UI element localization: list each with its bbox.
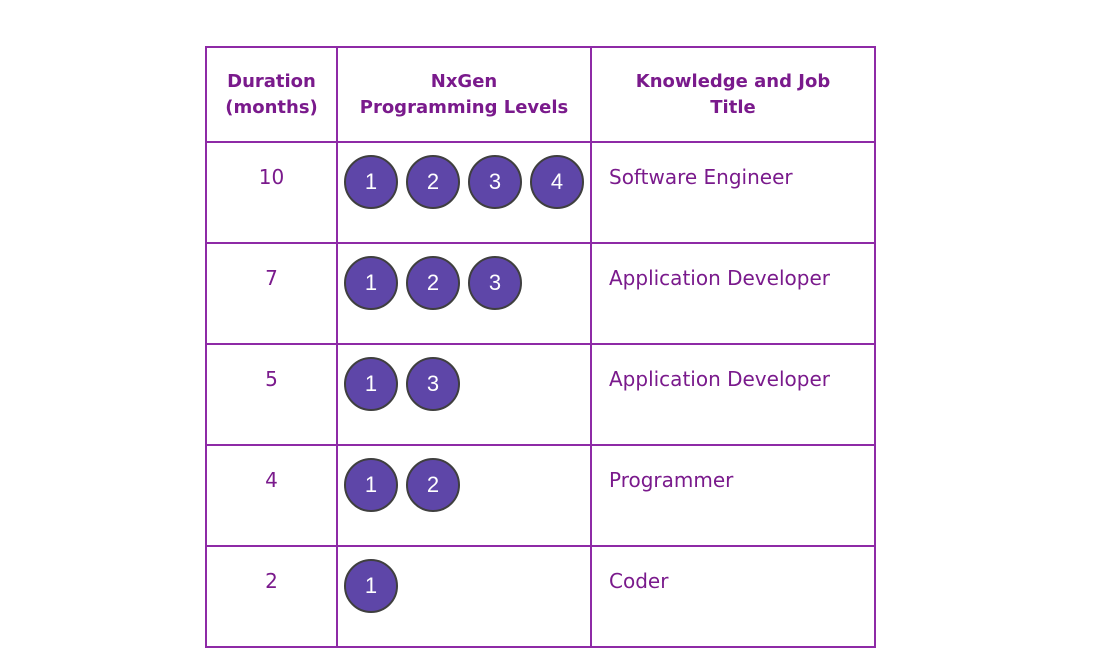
level-circle: 3 <box>468 155 522 209</box>
header-duration-line1: Duration <box>227 70 316 92</box>
job-title-cell: Coder <box>590 545 876 648</box>
levels-cell: 1 <box>336 545 592 648</box>
duration-cell: 10 <box>205 141 338 244</box>
level-circle: 2 <box>406 458 460 512</box>
table-header-row: Duration (months) NxGen Programming Leve… <box>205 46 876 143</box>
header-title: Knowledge and Job Title <box>590 46 876 143</box>
table-row: 2 1 Coder <box>205 545 876 648</box>
level-circle: 3 <box>468 256 522 310</box>
job-title-cell: Programmer <box>590 444 876 547</box>
header-title-line2: Title <box>710 96 756 118</box>
header-duration-line2: (months) <box>225 96 318 118</box>
level-circle: 1 <box>344 559 398 613</box>
duration-cell: 4 <box>205 444 338 547</box>
level-circle: 1 <box>344 256 398 310</box>
duration-cell: 5 <box>205 343 338 446</box>
level-circle: 2 <box>406 256 460 310</box>
level-circle: 1 <box>344 458 398 512</box>
header-duration: Duration (months) <box>205 46 338 143</box>
header-title-line1: Knowledge and Job <box>635 70 831 92</box>
level-circle: 3 <box>406 357 460 411</box>
job-title-cell: Application Developer <box>590 343 876 446</box>
level-circle: 2 <box>406 155 460 209</box>
job-title-cell: Software Engineer <box>590 141 876 244</box>
duration-cell: 7 <box>205 242 338 345</box>
level-circle: 4 <box>530 155 584 209</box>
levels-table: Duration (months) NxGen Programming Leve… <box>205 46 876 648</box>
duration-cell: 2 <box>205 545 338 648</box>
header-levels-line2: Programming Levels <box>359 96 569 118</box>
job-title-cell: Application Developer <box>590 242 876 345</box>
header-levels: NxGen Programming Levels <box>336 46 592 143</box>
level-circles: 1 <box>338 547 590 646</box>
header-levels-line1: NxGen <box>430 70 498 92</box>
levels-table-container: Duration (months) NxGen Programming Leve… <box>205 46 876 648</box>
level-circle: 1 <box>344 155 398 209</box>
level-circle: 1 <box>344 357 398 411</box>
